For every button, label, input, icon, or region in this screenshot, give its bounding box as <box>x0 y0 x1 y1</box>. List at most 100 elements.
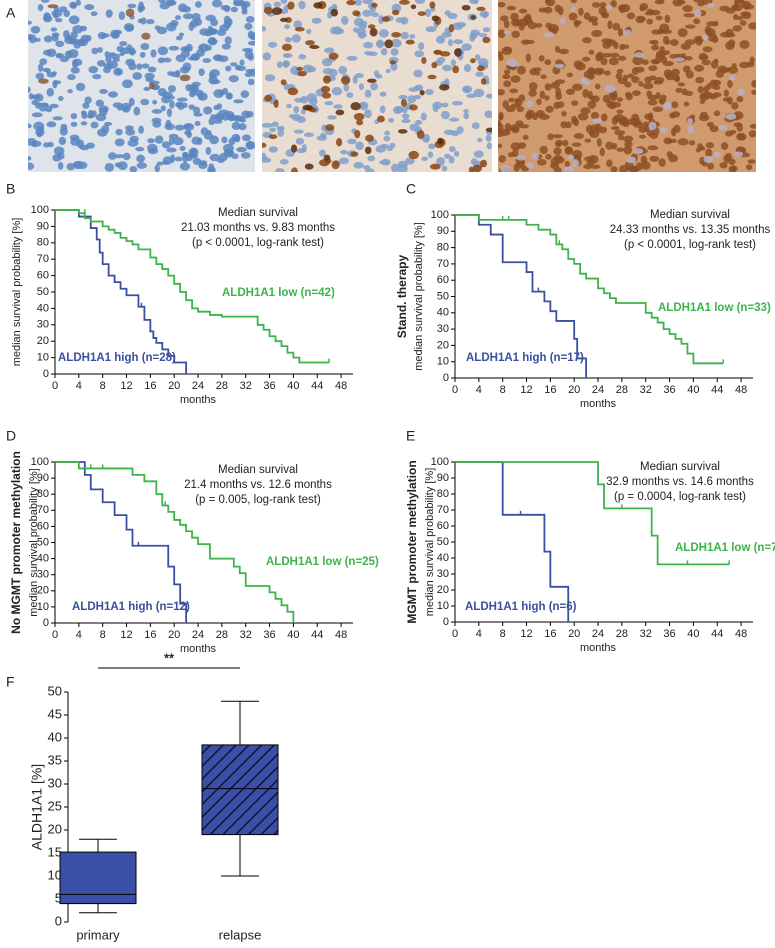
y-tick-label: 100 <box>31 204 49 216</box>
cell <box>210 18 219 27</box>
x-tick-label: 20 <box>168 380 180 392</box>
cell <box>538 113 550 120</box>
cell <box>561 110 567 117</box>
cell <box>114 154 125 159</box>
cell <box>730 129 737 135</box>
cell <box>572 159 579 168</box>
cell <box>294 27 305 32</box>
cell <box>470 32 478 40</box>
cell <box>162 156 173 165</box>
cell <box>275 167 285 172</box>
cell <box>694 64 705 72</box>
cell <box>675 87 683 93</box>
y-axis-label-top: No MGMT promoter methylation <box>9 451 23 634</box>
cell <box>152 99 158 105</box>
cell <box>168 45 180 51</box>
cell <box>606 159 613 168</box>
cell <box>684 56 693 61</box>
cell <box>725 28 734 36</box>
cell <box>614 129 626 136</box>
cell <box>352 10 361 17</box>
y-tick-label: 70 <box>37 253 49 265</box>
cell <box>617 97 623 102</box>
cell <box>525 100 534 108</box>
cell <box>359 101 369 111</box>
cell <box>655 15 663 21</box>
cell <box>69 134 80 141</box>
cell <box>555 87 562 96</box>
cell <box>389 142 396 149</box>
cell <box>294 97 304 103</box>
cell <box>167 95 175 100</box>
x-tick-label: 20 <box>568 628 580 640</box>
x-tick-label: 16 <box>144 380 156 392</box>
cell <box>262 52 272 61</box>
x-tick-label: 28 <box>216 629 228 641</box>
cell <box>50 27 58 32</box>
cell <box>544 83 552 91</box>
cell <box>183 13 194 20</box>
cell <box>599 147 605 157</box>
cell <box>482 36 491 44</box>
y-axis-label-top: Stand. therapy <box>395 255 409 339</box>
x-tick-label: 28 <box>616 384 628 396</box>
cell <box>463 112 470 120</box>
x-tick-label: 48 <box>735 628 747 640</box>
cell <box>607 20 613 30</box>
cell <box>245 68 254 74</box>
cell <box>655 53 664 61</box>
cell <box>28 155 32 161</box>
y-tick-label: 35 <box>48 752 62 767</box>
cell <box>456 126 464 135</box>
cell <box>228 75 239 83</box>
cell <box>141 63 150 69</box>
cell <box>588 49 595 55</box>
cell <box>45 68 51 74</box>
cell <box>364 51 373 56</box>
cell <box>662 35 670 45</box>
cell <box>544 95 550 101</box>
cell <box>390 48 399 56</box>
cell <box>120 102 132 112</box>
cell <box>223 20 232 29</box>
cell <box>149 82 155 90</box>
cell <box>681 88 688 96</box>
cell <box>727 79 733 89</box>
cell <box>81 111 88 120</box>
cell <box>51 34 59 42</box>
cell <box>737 88 745 96</box>
cell <box>478 33 488 38</box>
cell <box>318 149 326 157</box>
cell <box>39 58 48 65</box>
cell <box>291 34 301 43</box>
cell <box>381 16 390 22</box>
cell <box>648 65 658 72</box>
cell <box>428 143 436 150</box>
cell <box>91 47 99 55</box>
cell <box>210 79 221 85</box>
cell <box>239 59 245 66</box>
cell <box>587 90 593 100</box>
cell <box>653 80 664 85</box>
x-tick-label: 44 <box>711 384 723 396</box>
cell <box>608 57 619 66</box>
cell <box>296 66 304 71</box>
cell <box>43 35 53 43</box>
cell <box>72 58 83 67</box>
x-tick-label: 40 <box>287 380 299 392</box>
cell <box>247 140 254 150</box>
cell <box>282 53 293 58</box>
cell <box>739 39 750 49</box>
cell <box>639 134 647 139</box>
cell <box>746 164 753 171</box>
cell <box>431 61 438 69</box>
cell <box>196 137 203 146</box>
cell <box>611 125 620 131</box>
micrographs <box>28 0 756 172</box>
cell <box>470 15 476 20</box>
cell <box>97 46 103 53</box>
cell <box>276 61 283 69</box>
cell <box>441 165 448 172</box>
cell <box>180 50 190 58</box>
cell <box>303 132 314 138</box>
